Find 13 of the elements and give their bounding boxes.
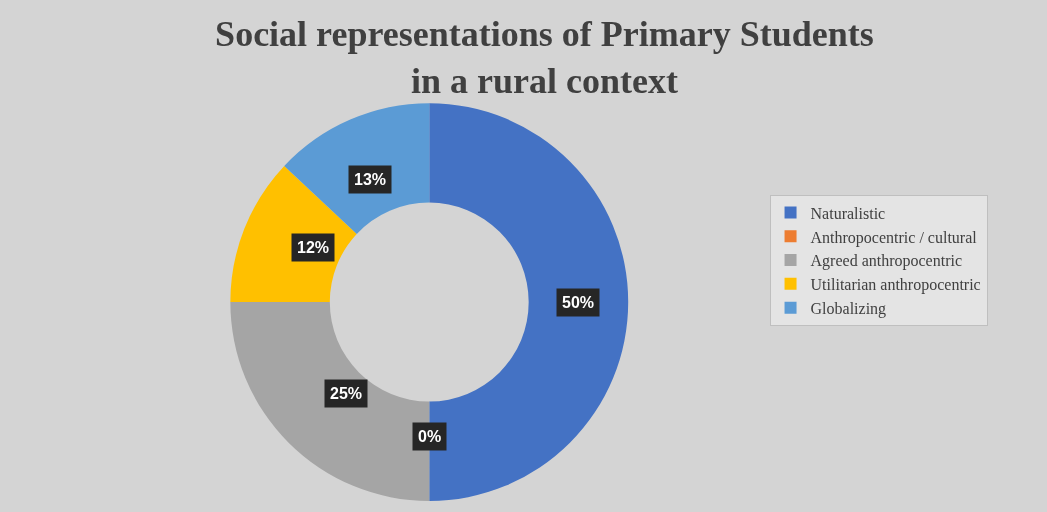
- data-label: 13%: [354, 171, 387, 188]
- legend-label: Globalizing: [810, 299, 887, 318]
- data-label: 50%: [562, 294, 595, 311]
- data-label: 25%: [330, 385, 363, 402]
- legend-label: Anthropocentric / cultural: [810, 228, 978, 247]
- text: 0%: [418, 428, 442, 445]
- chart-title: Social representations of Primary Students in a rural context: [215, 14, 874, 101]
- data-label: 12%: [297, 239, 330, 256]
- donut-slice: [230, 165, 357, 303]
- legend-label: Naturalistic: [810, 204, 886, 222]
- legend-label: Agreed anthropocentric: [810, 252, 963, 271]
- donut-slice: [284, 103, 430, 234]
- legend-label: Utilitarian anthropocentric: [810, 276, 981, 295]
